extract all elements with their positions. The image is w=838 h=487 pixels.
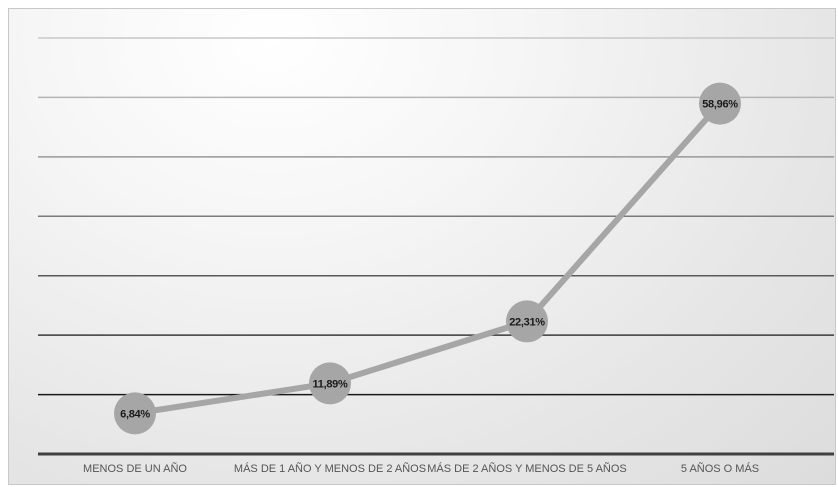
series-line-layer	[132, 100, 723, 417]
data-point-marker	[309, 362, 351, 405]
category-label: 5 AÑOS O MÁS	[681, 462, 759, 475]
series-line	[132, 100, 723, 417]
category-labels: MENOS DE UN AÑO MÁS DE 1 AÑO Y MENOS DE 2…	[83, 462, 759, 475]
data-label: 22,31%	[509, 316, 545, 328]
category-label: MENOS DE UN AÑO	[83, 462, 187, 475]
category-label: MÁS DE 2 AÑOS Y MENOS DE 5 AÑOS	[427, 462, 627, 475]
markers	[114, 82, 741, 435]
data-point-marker	[699, 82, 741, 125]
category-label: MÁS DE 1 AÑO Y MENOS DE 2 AÑOS	[234, 462, 426, 475]
data-label: 6,84%	[120, 408, 150, 420]
data-point-marker	[506, 300, 548, 343]
data-point-marker	[114, 392, 156, 435]
data-label: 58,96%	[702, 99, 738, 111]
data-label: 11,89%	[313, 378, 348, 390]
data-labels: 6,84% 11,89% 22,31% 58,96%	[120, 99, 738, 421]
